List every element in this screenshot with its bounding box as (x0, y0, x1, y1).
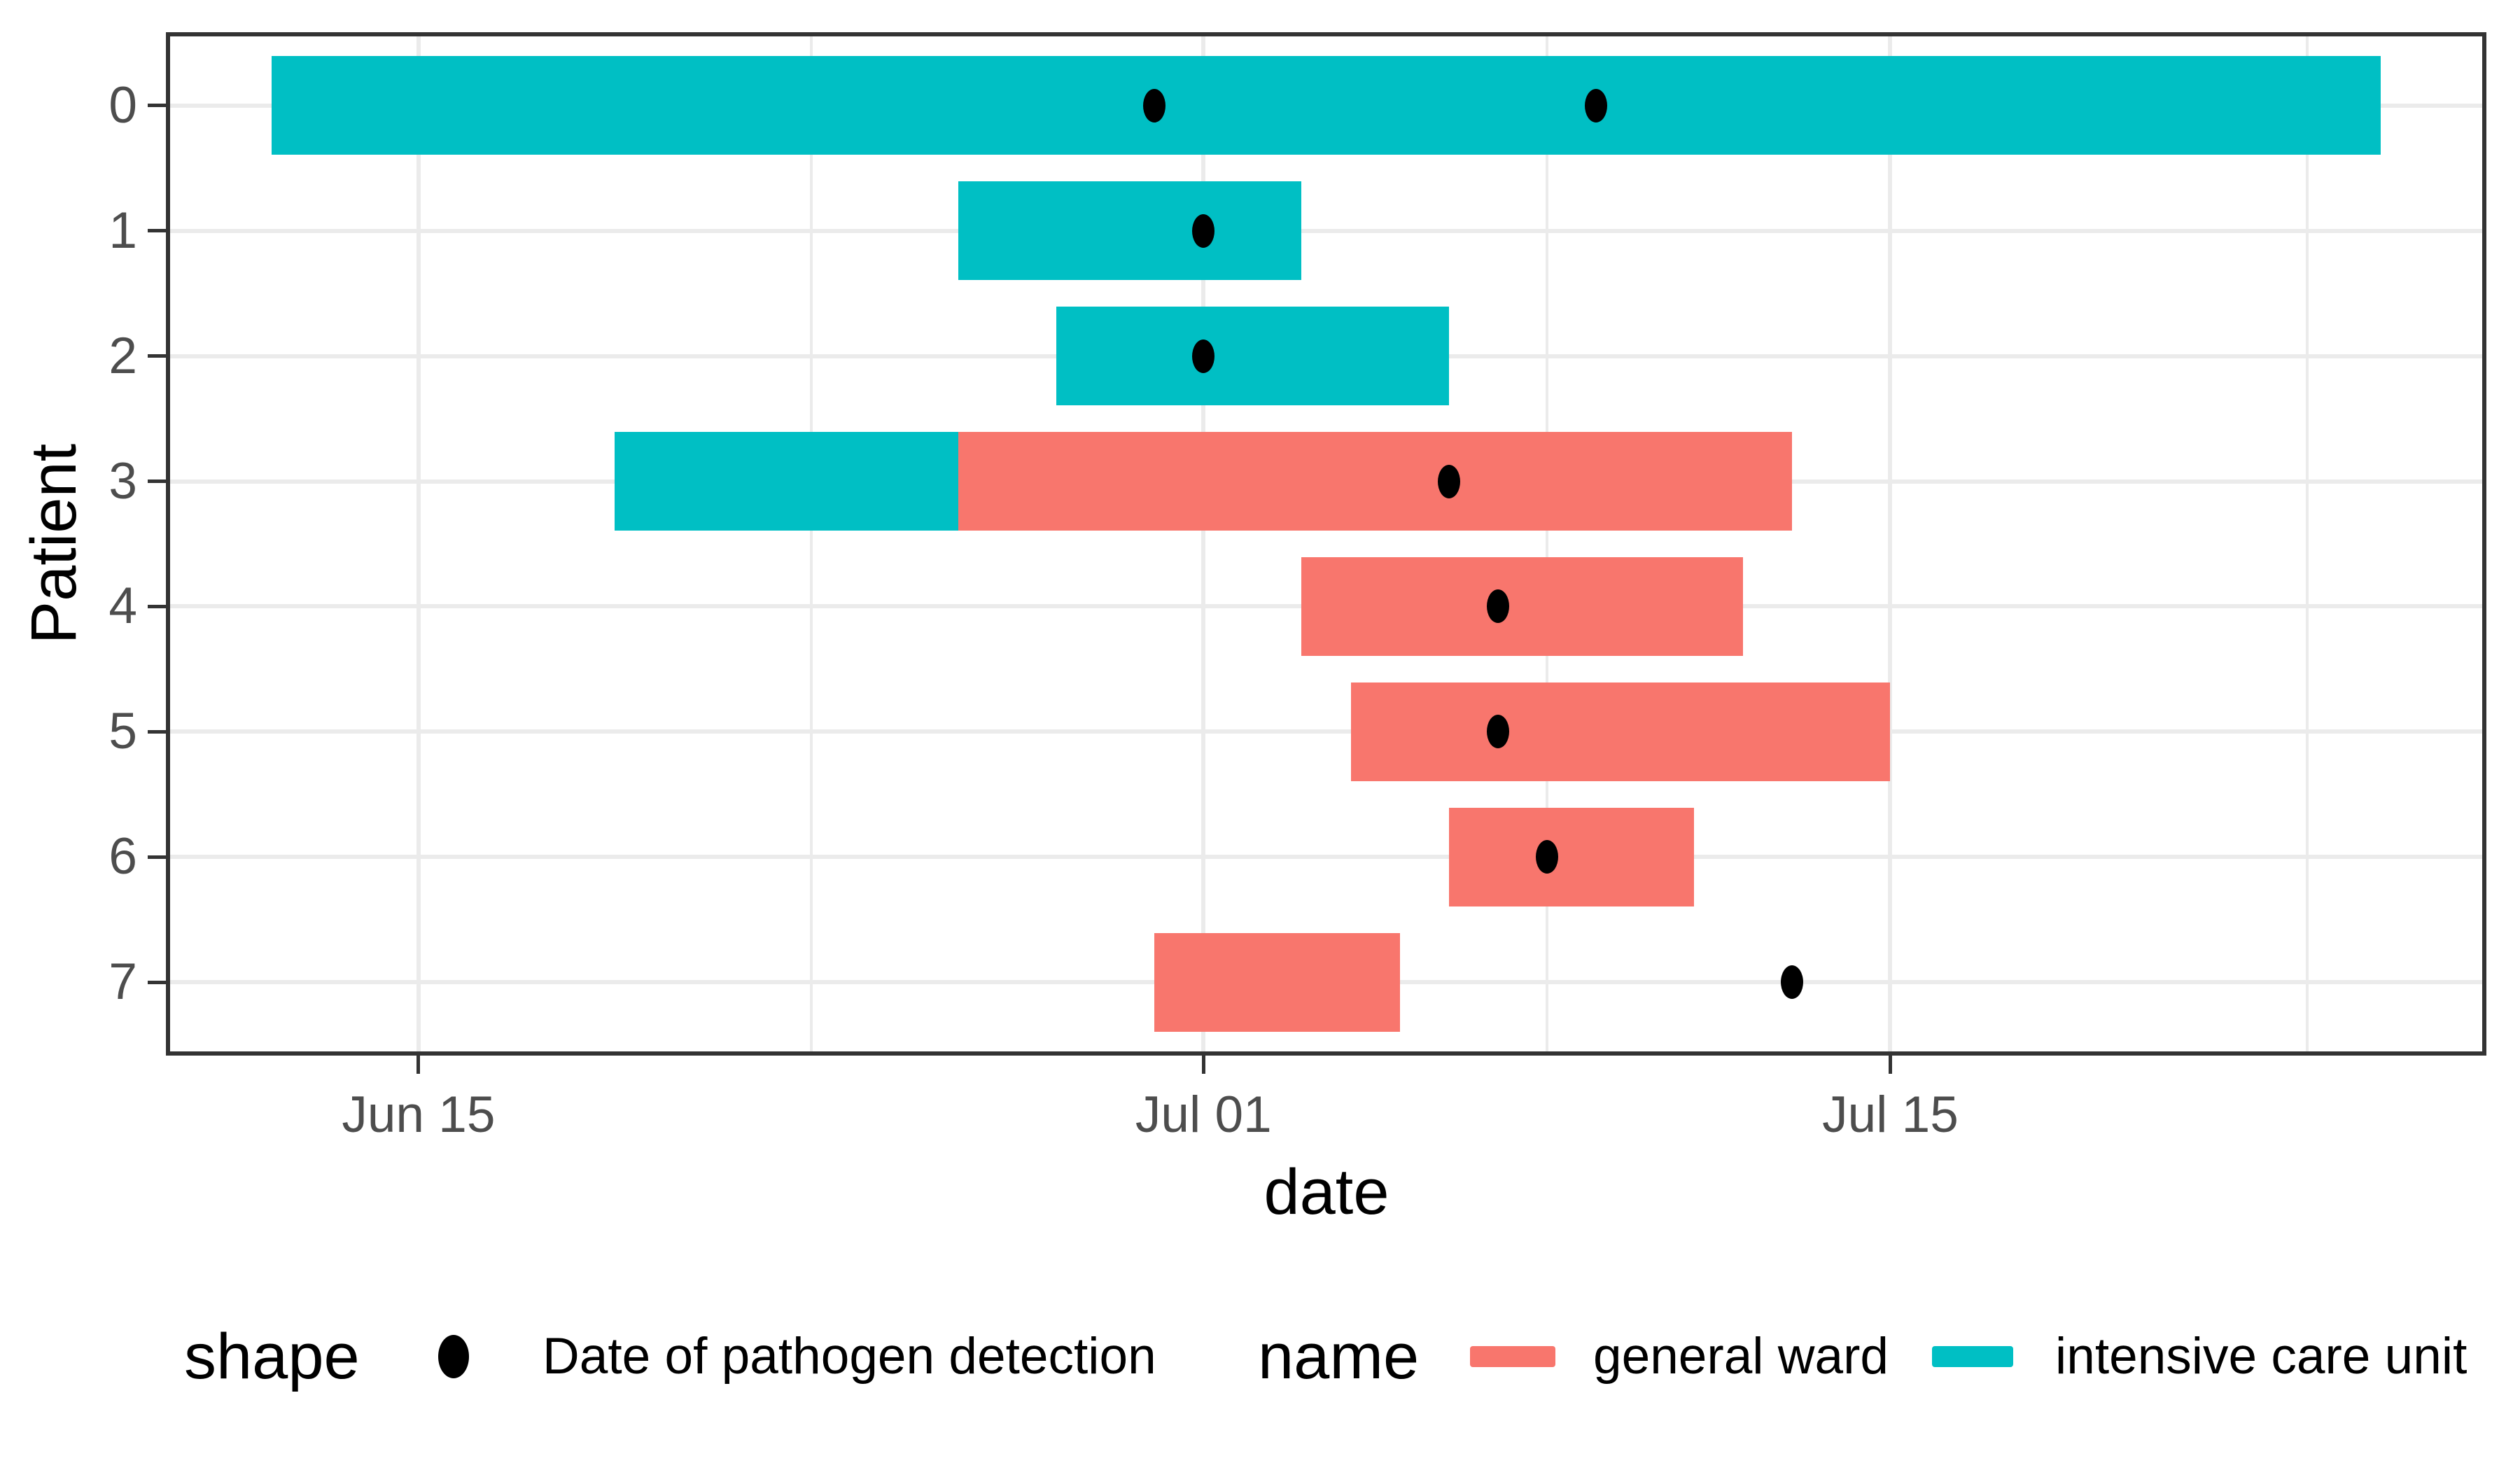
x-minor-gridline (2306, 32, 2309, 1056)
y-major-gridline (166, 855, 2486, 860)
x-tick-mark (1201, 1056, 1205, 1074)
stay-bar (1448, 807, 1695, 906)
detection-point (1437, 464, 1460, 498)
y-tick-mark (148, 855, 166, 859)
x-minor-gridline (809, 32, 813, 1056)
stay-bar (271, 56, 2381, 155)
detection-point (1486, 715, 1509, 749)
legend-shape-title: shape (184, 1321, 360, 1392)
general-ward-key-icon (1470, 1346, 1555, 1367)
legend-name-title: name (1258, 1321, 1420, 1392)
x-tick-mark (416, 1056, 421, 1074)
detection-point (1192, 339, 1215, 373)
y-tick-mark (148, 229, 166, 233)
y-tick-label: 1 (108, 202, 137, 259)
y-tick-mark (148, 980, 166, 984)
y-tick-label: 0 (108, 76, 137, 134)
stay-bar (1154, 932, 1400, 1032)
y-tick-label: 3 (108, 452, 137, 510)
legend-shape-item-label: Date of pathogen detection (542, 1328, 1156, 1385)
stay-bar (1056, 307, 1449, 406)
x-tick-label: Jul 01 (1135, 1086, 1272, 1143)
y-tick-label: 6 (108, 828, 137, 886)
stay-bar (958, 181, 1302, 281)
legend-general-ward-label: general ward (1593, 1328, 1889, 1385)
y-axis-title: Patient (18, 443, 90, 645)
stay-bar (958, 432, 1793, 531)
x-major-gridline (416, 32, 421, 1056)
x-axis-title: date (1264, 1156, 1390, 1228)
detection-point (1486, 589, 1509, 624)
detection-point (1192, 214, 1215, 248)
y-tick-label: 2 (108, 327, 137, 384)
y-tick-mark (148, 479, 166, 484)
x-major-gridline (1888, 32, 1893, 1056)
y-major-gridline (166, 729, 2486, 734)
plot-panel (166, 32, 2486, 1056)
stay-bar (615, 432, 958, 531)
y-tick-label: 5 (108, 703, 137, 760)
y-tick-label: 4 (108, 578, 137, 635)
x-major-gridline (1201, 32, 1206, 1056)
detection-point (1781, 965, 1804, 1000)
stay-bar (1350, 682, 1891, 781)
y-tick-mark (148, 354, 166, 358)
detection-point (1143, 88, 1166, 122)
intensive-care-unit-key-icon (1932, 1346, 2013, 1367)
x-tick-label: Jul 15 (1822, 1086, 1959, 1143)
x-tick-label: Jun 15 (342, 1086, 496, 1143)
x-tick-mark (1888, 1056, 1892, 1074)
y-tick-mark (148, 604, 166, 608)
y-tick-label: 7 (108, 953, 137, 1011)
y-tick-mark (148, 729, 166, 734)
stay-bar (1301, 556, 1744, 656)
y-major-gridline (166, 228, 2486, 233)
y-tick-mark (148, 104, 166, 108)
legend: shape Date of pathogen detection name ge… (0, 1295, 2520, 1421)
x-minor-gridline (1545, 32, 1548, 1056)
detection-point-legend-icon (438, 1335, 469, 1378)
detection-point (1535, 840, 1558, 874)
detection-point (1584, 88, 1607, 122)
legend-intensive-care-unit-label: intensive care unit (2055, 1328, 2468, 1385)
